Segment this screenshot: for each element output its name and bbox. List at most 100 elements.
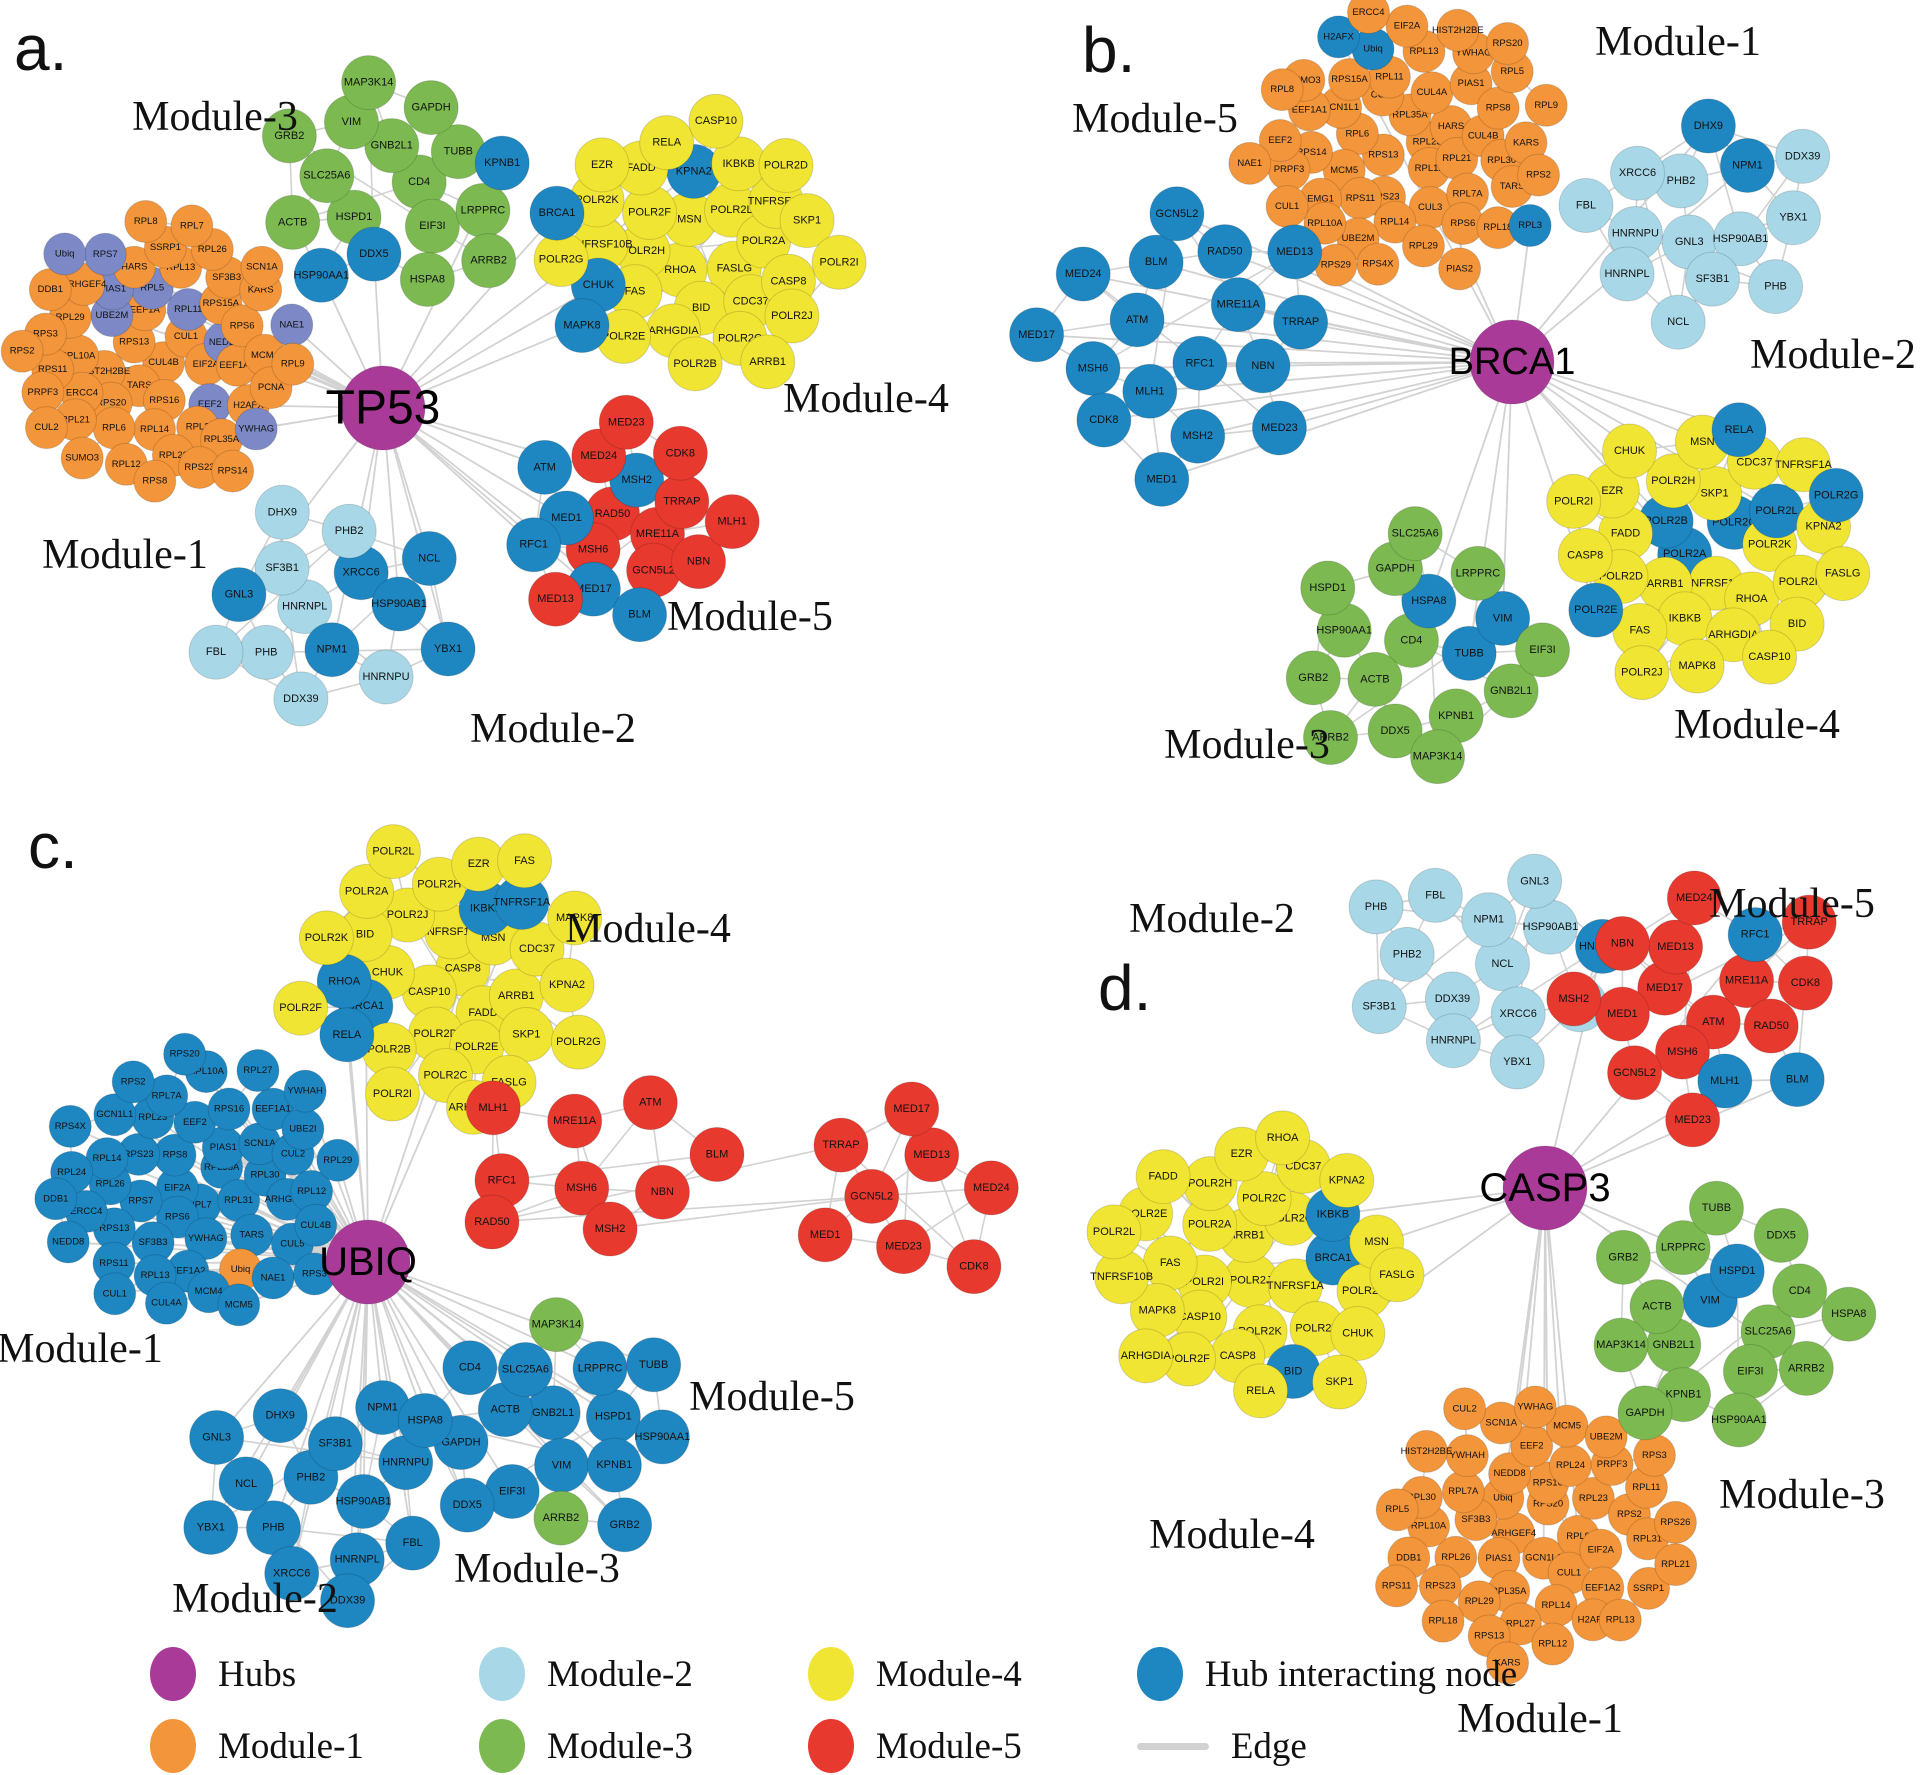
- protein-node-circle[interactable]: [1300, 560, 1356, 616]
- node-MCM5[interactable]: MCM5: [217, 1283, 261, 1327]
- node-RPS16[interactable]: RPS16: [207, 1087, 251, 1131]
- hub-TP53[interactable]: TP53: [326, 365, 441, 451]
- protein-node-circle[interactable]: [529, 185, 585, 241]
- protein-node-circle[interactable]: [1228, 141, 1272, 185]
- node-CDK8[interactable]: CDK8: [946, 1239, 1002, 1295]
- protein-node-circle[interactable]: [1546, 473, 1602, 529]
- node-NCL[interactable]: NCL: [1650, 294, 1706, 350]
- node-CHUK[interactable]: CHUK: [1602, 423, 1658, 479]
- hub-CASP3[interactable]: CASP3: [1479, 1145, 1611, 1231]
- node-CDK8[interactable]: CDK8: [1076, 392, 1132, 448]
- node-DDX5[interactable]: DDX5: [439, 1477, 495, 1533]
- node-MSH2[interactable]: MSH2: [1170, 408, 1226, 464]
- node-YWHAH[interactable]: YWHAH: [1445, 1434, 1489, 1478]
- node-CD4[interactable]: CD4: [1772, 1263, 1828, 1319]
- node-CHUK[interactable]: CHUK: [1330, 1305, 1386, 1361]
- node-YWHAG[interactable]: YWHAG: [234, 407, 278, 451]
- protein-node-circle[interactable]: [211, 567, 267, 623]
- node-MED13[interactable]: MED13: [1267, 224, 1323, 280]
- node-NBN[interactable]: NBN: [634, 1164, 690, 1220]
- node-CUL4A[interactable]: CUL4A: [144, 1281, 188, 1325]
- node-RPS4X[interactable]: RPS4X: [1356, 242, 1400, 286]
- node-RPL29[interactable]: RPL29: [1401, 224, 1445, 268]
- node-DDX39[interactable]: DDX39: [1775, 128, 1831, 184]
- protein-node-circle[interactable]: [1076, 392, 1132, 448]
- protein-node-circle[interactable]: [1172, 335, 1228, 391]
- node-RPL7[interactable]: RPL7: [170, 204, 214, 248]
- protein-node-circle[interactable]: [1260, 68, 1304, 112]
- protein-node-circle[interactable]: [1401, 224, 1445, 268]
- node-RAD50[interactable]: RAD50: [464, 1194, 520, 1250]
- protein-node-circle[interactable]: [364, 118, 420, 174]
- node-GRB2[interactable]: GRB2: [1285, 650, 1341, 706]
- node-SLC25A6[interactable]: SLC25A6: [497, 1341, 553, 1397]
- hub-node-circle[interactable]: [340, 365, 426, 451]
- node-BLM[interactable]: BLM: [612, 587, 668, 643]
- node-ACTB[interactable]: ACTB: [1347, 651, 1403, 707]
- protein-node-circle[interactable]: [273, 671, 329, 727]
- node-DDX39[interactable]: DDX39: [273, 671, 329, 727]
- node-POLR2F[interactable]: POLR2F: [273, 980, 329, 1036]
- protein-node-circle[interactable]: [758, 138, 814, 194]
- node-MED13[interactable]: MED13: [1648, 919, 1704, 975]
- node-CUL2[interactable]: CUL2: [1443, 1387, 1487, 1431]
- protein-node-circle[interactable]: [60, 436, 104, 480]
- node-POLR2I[interactable]: POLR2I: [364, 1066, 420, 1122]
- protein-node-circle[interactable]: [704, 494, 760, 550]
- node-LRPPRC[interactable]: LRPPRC: [455, 182, 511, 238]
- node-ARRB2[interactable]: ARRB2: [461, 233, 517, 289]
- node-NCL[interactable]: NCL: [401, 531, 457, 587]
- node-NPM1[interactable]: NPM1: [304, 622, 360, 678]
- node-XRCC6[interactable]: XRCC6: [333, 545, 389, 601]
- protein-node-circle[interactable]: [1645, 453, 1701, 509]
- node-RPL27[interactable]: RPL27: [236, 1049, 280, 1093]
- node-GCN5L2[interactable]: GCN5L2: [1607, 1045, 1663, 1101]
- node-ARRB1[interactable]: ARRB1: [740, 334, 796, 390]
- node-RPL12[interactable]: RPL12: [1531, 1622, 1575, 1666]
- protein-node-circle[interactable]: [420, 621, 476, 677]
- node-CASP10[interactable]: CASP10: [688, 93, 744, 149]
- node-CUL1[interactable]: CUL1: [1265, 184, 1309, 228]
- protein-node-circle[interactable]: [554, 298, 610, 354]
- node-RPL3[interactable]: RPL3: [1508, 204, 1552, 248]
- protein-node-circle[interactable]: [341, 55, 397, 111]
- node-MRE11A[interactable]: MRE11A: [547, 1093, 603, 1149]
- node-MED17[interactable]: MED17: [1009, 307, 1065, 363]
- node-GAPDH[interactable]: GAPDH: [1617, 1385, 1673, 1441]
- node-FAS[interactable]: FAS: [497, 833, 553, 889]
- protein-node-circle[interactable]: [474, 135, 530, 191]
- protein-node-circle[interactable]: [1273, 294, 1329, 350]
- protein-node-circle[interactable]: [1486, 21, 1530, 65]
- node-YBX1[interactable]: YBX1: [1489, 1034, 1545, 1090]
- node-POLR2B[interactable]: POLR2B: [667, 336, 723, 392]
- node-HSPA8[interactable]: HSPA8: [397, 1392, 453, 1448]
- protein-node-circle[interactable]: [1680, 98, 1736, 154]
- node-RPL8[interactable]: RPL8: [1260, 68, 1304, 112]
- node-Ubiq[interactable]: Ubiq: [43, 232, 87, 276]
- protein-node-circle[interactable]: [358, 649, 414, 705]
- node-HSP90AB1[interactable]: HSP90AB1: [371, 576, 427, 632]
- node-POLR2D[interactable]: POLR2D: [758, 138, 814, 194]
- protein-node-circle[interactable]: [1711, 402, 1767, 458]
- node-NEDD8[interactable]: NEDD8: [46, 1220, 90, 1264]
- node-KPNB1[interactable]: KPNB1: [1428, 688, 1484, 744]
- protein-node-circle[interactable]: [1170, 408, 1226, 464]
- node-BLM[interactable]: BLM: [1128, 234, 1184, 290]
- node-SKP1[interactable]: SKP1: [1312, 1354, 1368, 1410]
- protein-node-circle[interactable]: [1475, 590, 1531, 646]
- node-SUMO3[interactable]: SUMO3: [60, 436, 104, 480]
- protein-node-circle[interactable]: [188, 624, 244, 680]
- node-RPS8[interactable]: RPS8: [1476, 86, 1520, 130]
- node-HSP90AB1[interactable]: HSP90AB1: [336, 1473, 392, 1529]
- node-RPL24[interactable]: RPL24: [1548, 1444, 1592, 1488]
- node-NAE1[interactable]: NAE1: [270, 303, 314, 347]
- protein-node-circle[interactable]: [1149, 186, 1205, 242]
- node-VIM[interactable]: VIM: [534, 1437, 590, 1493]
- protein-node-circle[interactable]: [1441, 625, 1497, 681]
- node-MED1[interactable]: MED1: [797, 1207, 853, 1263]
- node-MED1[interactable]: MED1: [1594, 986, 1650, 1042]
- protein-node-circle[interactable]: [528, 571, 584, 627]
- protein-node-circle[interactable]: [321, 503, 377, 559]
- protein-node-circle[interactable]: [403, 80, 459, 136]
- protein-node-circle[interactable]: [261, 108, 317, 164]
